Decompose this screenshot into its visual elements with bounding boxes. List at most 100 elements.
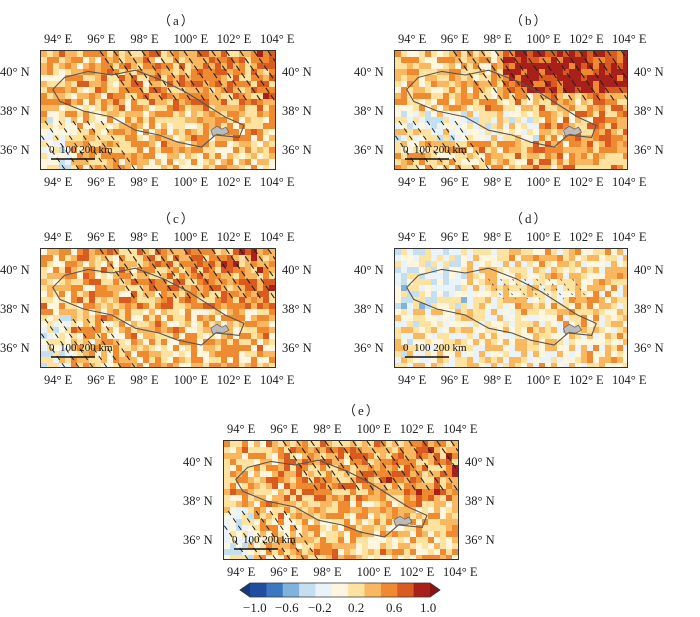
lon-tick-label: 104° E (260, 175, 295, 189)
lon-tick-label: 102° E (569, 32, 604, 46)
lon-tick-label: 94° E (44, 32, 73, 46)
lat-tick-label: 36° N (282, 143, 312, 157)
lat-tick-label: 38° N (282, 104, 312, 118)
colorbar-tick-label: −1.0 (243, 600, 267, 615)
lat-tick-label: 40° N (634, 263, 664, 277)
significance-hatch (467, 51, 503, 102)
lon-tick-label: 94° E (398, 230, 427, 244)
significance-hatch (239, 51, 275, 102)
significance-hatch (394, 441, 431, 492)
significance-hatch (560, 278, 576, 300)
significance-hatch (282, 441, 319, 492)
significance-hatch (41, 134, 66, 169)
significance-hatch (565, 51, 601, 102)
significance-hatch (512, 278, 528, 300)
panel-label: （d） (510, 211, 549, 226)
significance-hatch (99, 51, 136, 102)
lat-tick-label: 36° N (354, 143, 384, 157)
significance-hatch (551, 51, 587, 102)
lat-tick-label: 36° N (634, 341, 664, 355)
significance-hatch (481, 51, 517, 102)
significance-hatch (86, 318, 122, 367)
significance-hatch (155, 249, 192, 300)
lon-tick-label: 96° E (440, 373, 470, 387)
colorbar-segment (380, 583, 398, 597)
lon-tick-label: 94° E (44, 230, 73, 244)
significance-hatch (58, 318, 94, 367)
lat-tick-label: 40° N (0, 263, 30, 277)
significance-hatch (366, 441, 403, 492)
significance-hatch (44, 120, 80, 169)
significance-hatch (536, 278, 552, 300)
significance-hatch (607, 51, 627, 80)
lat-tick-label: 40° N (354, 263, 384, 277)
lon-tick-label: 104° E (260, 373, 295, 387)
lon-tick-label: 94° E (227, 422, 256, 436)
lon-tick-label: 100° E (526, 32, 561, 46)
colorbar-tick-label: 0.2 (348, 600, 365, 615)
scale-bar-label: 0 100 200 km (49, 144, 113, 156)
anomaly-field (395, 51, 627, 169)
significance-hatch (72, 120, 108, 169)
significance-hatch (398, 120, 434, 169)
significance-hatch (395, 134, 420, 169)
significance-hatch (579, 51, 615, 102)
basin-boundary (235, 459, 428, 538)
glacier-patch (210, 125, 230, 137)
glacier-patch (210, 323, 230, 335)
map-panel: 0 100 200 km (40, 50, 276, 170)
significance-hatch (227, 510, 263, 559)
lon-tick-label: 98° E (483, 230, 512, 244)
significance-hatch (454, 120, 490, 169)
colorbar-outline (239, 582, 441, 598)
significance-hatch (113, 249, 150, 300)
significance-hatch (283, 510, 319, 559)
lat-tick-label: 36° N (634, 143, 664, 157)
significance-hatch (436, 441, 458, 472)
significance-hatch (141, 51, 178, 102)
lat-tick-label: 40° N (183, 455, 213, 469)
significance-hatch (548, 278, 564, 300)
lon-tick-label: 94° E (398, 175, 427, 189)
lon-tick-label: 94° E (44, 175, 73, 189)
panel-label: （e） (343, 403, 381, 418)
significance-hatch (352, 441, 389, 492)
lon-tick-label: 100° E (356, 422, 392, 436)
lon-tick-label: 98° E (130, 32, 159, 46)
lon-tick-label: 96° E (440, 175, 470, 189)
lon-tick-label: 94° E (398, 32, 427, 46)
scale-bar-label: 0 100 200 km (403, 144, 467, 156)
lon-tick-label: 102° E (216, 175, 252, 189)
lat-tick-label: 38° N (183, 494, 213, 508)
colorbar-segment (315, 583, 333, 597)
lat-tick-label: 40° N (282, 65, 312, 79)
lon-tick-label: 96° E (87, 373, 116, 387)
glacier-patch (563, 125, 583, 137)
basin-boundary (52, 267, 245, 346)
significance-hatch (224, 524, 249, 559)
colorbar-max-arrow (430, 583, 440, 597)
lon-tick-label: 102° E (216, 32, 252, 46)
lon-tick-label: 98° E (130, 230, 159, 244)
lon-tick-label: 96° E (440, 32, 470, 46)
lat-tick-label: 38° N (354, 104, 384, 118)
colorbar-segment (282, 583, 300, 597)
lon-tick-label: 98° E (313, 565, 342, 579)
panel-label: （c） (158, 211, 196, 226)
significance-hatch (211, 249, 248, 300)
lon-tick-label: 98° E (483, 175, 512, 189)
lon-tick-label: 102° E (399, 565, 435, 579)
colorbar-tick-label: −0.6 (275, 600, 299, 615)
lon-tick-label: 104° E (260, 230, 295, 244)
significance-hatch (41, 332, 66, 367)
lon-tick-label: 104° E (612, 373, 647, 387)
map-panel: 0 100 200 km (394, 50, 628, 170)
significance-hatch (197, 249, 234, 300)
significance-hatch (453, 51, 489, 102)
significance-hatch (422, 441, 458, 492)
significance-hatch (524, 278, 540, 300)
significance-hatch (253, 51, 275, 82)
lon-tick-label: 94° E (44, 373, 73, 387)
lon-tick-label: 94° E (227, 565, 256, 579)
lon-tick-label: 104° E (612, 230, 647, 244)
